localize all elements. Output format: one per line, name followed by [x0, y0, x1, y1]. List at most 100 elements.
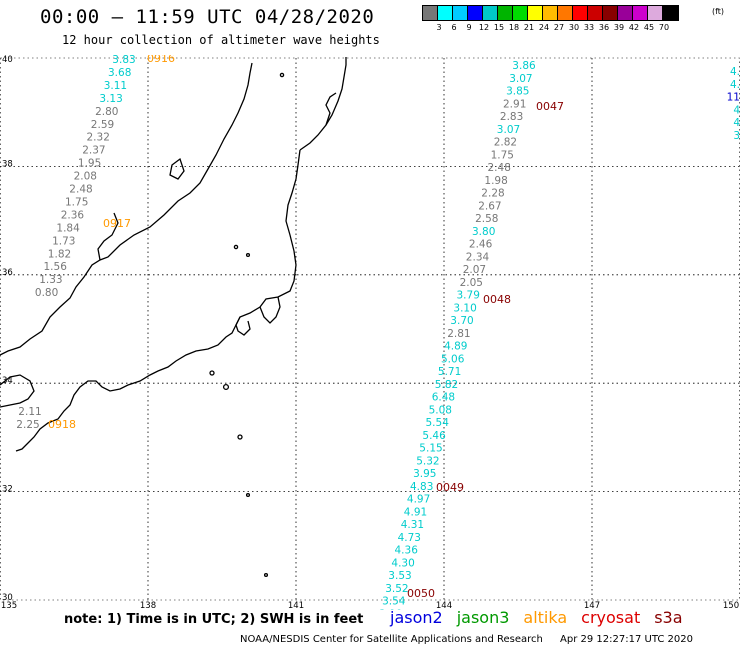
wave-height-value: 4.97	[407, 494, 430, 506]
wave-height-value: 3.11	[104, 80, 127, 92]
color-swatch	[453, 6, 468, 20]
color-swatch	[588, 6, 603, 20]
wave-height-value: 3.53	[388, 570, 411, 582]
color-swatch	[648, 6, 663, 20]
altimeter-map: 3.833.683.113.132.802.592.322.371.952.08…	[0, 55, 740, 610]
wave-height-value: 1.75	[65, 196, 88, 208]
wave-height-value: 3.90	[379, 608, 402, 610]
wave-height-value: 4.	[730, 66, 740, 78]
lon-tick-label: 141	[288, 601, 304, 610]
lon-tick-label: 144	[436, 601, 452, 610]
wave-height-value: 4.91	[404, 506, 427, 518]
wave-height-value: 2.34	[466, 251, 490, 263]
wave-height-value: 3.54	[382, 596, 406, 608]
color-scale-label: 39	[613, 23, 625, 32]
pass-label: 0916	[147, 55, 175, 65]
color-swatch	[498, 6, 513, 20]
wave-height-value: 4.31	[401, 519, 424, 531]
wave-height-value: 5.06	[441, 353, 465, 365]
satellite-legend: jason2 jason3 altika cryosat s3a	[390, 608, 697, 627]
lon-tick-label: 150	[723, 601, 739, 610]
satellite-legend-item: jason2	[390, 608, 443, 627]
wave-height-value: 3.13	[99, 93, 122, 105]
wave-height-value: 3.10	[453, 302, 476, 314]
color-scale-label: 3	[436, 23, 442, 32]
wave-height-value: 2.48	[69, 184, 92, 196]
wave-height-value: 2.32	[87, 132, 110, 144]
color-swatch	[633, 6, 648, 20]
map-frame	[0, 57, 740, 601]
color-swatch	[573, 6, 588, 20]
wave-height-value: 3.79	[457, 290, 480, 302]
color-scale-unit: (ft)	[712, 7, 725, 16]
color-swatch	[483, 6, 498, 20]
wave-height-value: 3.86	[512, 60, 536, 72]
wave-height-value: 3.85	[506, 86, 529, 98]
lon-tick-label: 135	[1, 601, 17, 610]
color-swatch	[558, 6, 573, 20]
wave-height-value: 2.05	[460, 277, 483, 289]
wave-height-value: 1.82	[48, 248, 71, 260]
coastline	[0, 57, 347, 578]
color-swatch	[468, 6, 483, 20]
altimeter-measurements: 3.833.683.113.132.802.592.322.371.952.08…	[16, 55, 740, 610]
wave-height-value: 2.80	[95, 106, 118, 118]
wave-height-value: 2.83	[500, 111, 523, 123]
wave-height-value: 4	[733, 117, 740, 129]
wave-height-value: 4	[733, 104, 740, 116]
wave-height-value: 3.83	[112, 55, 135, 66]
satellite-legend-item: cryosat	[581, 608, 641, 627]
color-scale-swatches	[422, 5, 679, 21]
color-swatch	[663, 6, 678, 20]
lat-tick-label: 30	[2, 593, 13, 603]
color-scale-label: 9	[466, 23, 472, 32]
color-scale-label: 70	[658, 23, 670, 32]
wave-height-value: 5.46	[422, 430, 446, 442]
wave-height-value: 2.81	[447, 328, 470, 340]
wave-height-value: 1.84	[56, 222, 80, 234]
wave-height-value: 2.07	[463, 264, 486, 276]
wave-height-value: 3.52	[385, 583, 408, 595]
wave-height-value: 5.82	[435, 379, 458, 391]
wave-height-value: 3	[733, 130, 740, 142]
pass-label: 0918	[48, 418, 76, 431]
color-swatch	[528, 6, 543, 20]
color-swatch	[423, 6, 438, 20]
wave-height-value: 2.58	[475, 213, 498, 225]
pass-label: 0050	[407, 587, 435, 600]
wave-height-value: 1.33	[39, 274, 62, 286]
wave-height-value: 6.48	[432, 392, 455, 404]
wave-height-value: 1.75	[491, 149, 514, 161]
color-scale-labels: 3 6 9 12 15 18 21 24 27 30 33 36 39 42 45 70	[422, 21, 679, 33]
satellite-legend-item: jason3	[456, 608, 510, 627]
color-scale-label: 21	[523, 23, 535, 32]
wave-height-value: 5.32	[416, 455, 439, 467]
wave-height-color-scale: 3 6 9 12 15 18 21 24 27 30 33 36 39 42 45 70 (ft)	[422, 5, 724, 33]
color-scale-label: 12	[478, 23, 490, 32]
color-scale-label: 45	[643, 23, 655, 32]
lat-tick-label: 32	[2, 485, 13, 495]
wave-height-value: 2.67	[478, 200, 501, 212]
color-scale-label: 30	[568, 23, 580, 32]
wave-height-value: 5.71	[438, 366, 461, 378]
wave-height-value: 4.36	[395, 545, 419, 557]
wave-height-value: 2.28	[481, 188, 504, 200]
pass-label: 0047	[536, 100, 564, 113]
lat-tick-label: 36	[2, 268, 13, 278]
credit-line: NOAA/NESDIS Center for Satellite Applica…	[240, 634, 693, 645]
color-swatch	[603, 6, 618, 20]
color-scale-label: 15	[493, 23, 505, 32]
pass-labels: 0916 0917 0918 0047 0048 0049 0050	[48, 55, 564, 600]
wave-height-value: 5.08	[429, 404, 452, 416]
wave-height-value: 2.25	[16, 419, 39, 431]
wave-height-value: 2.46	[469, 239, 493, 251]
pass-label: 0917	[103, 217, 131, 230]
timestamp: Apr 29 12:27:17 UTC 2020	[560, 634, 693, 645]
color-swatch	[618, 6, 633, 20]
wave-height-value: 4.30	[391, 557, 414, 569]
lat-tick-label: 34	[2, 376, 13, 386]
color-scale-label: 18	[508, 23, 520, 32]
color-scale-label: 24	[538, 23, 550, 32]
pass-label: 0049	[436, 481, 464, 494]
wave-height-value: 4.83	[410, 481, 433, 493]
